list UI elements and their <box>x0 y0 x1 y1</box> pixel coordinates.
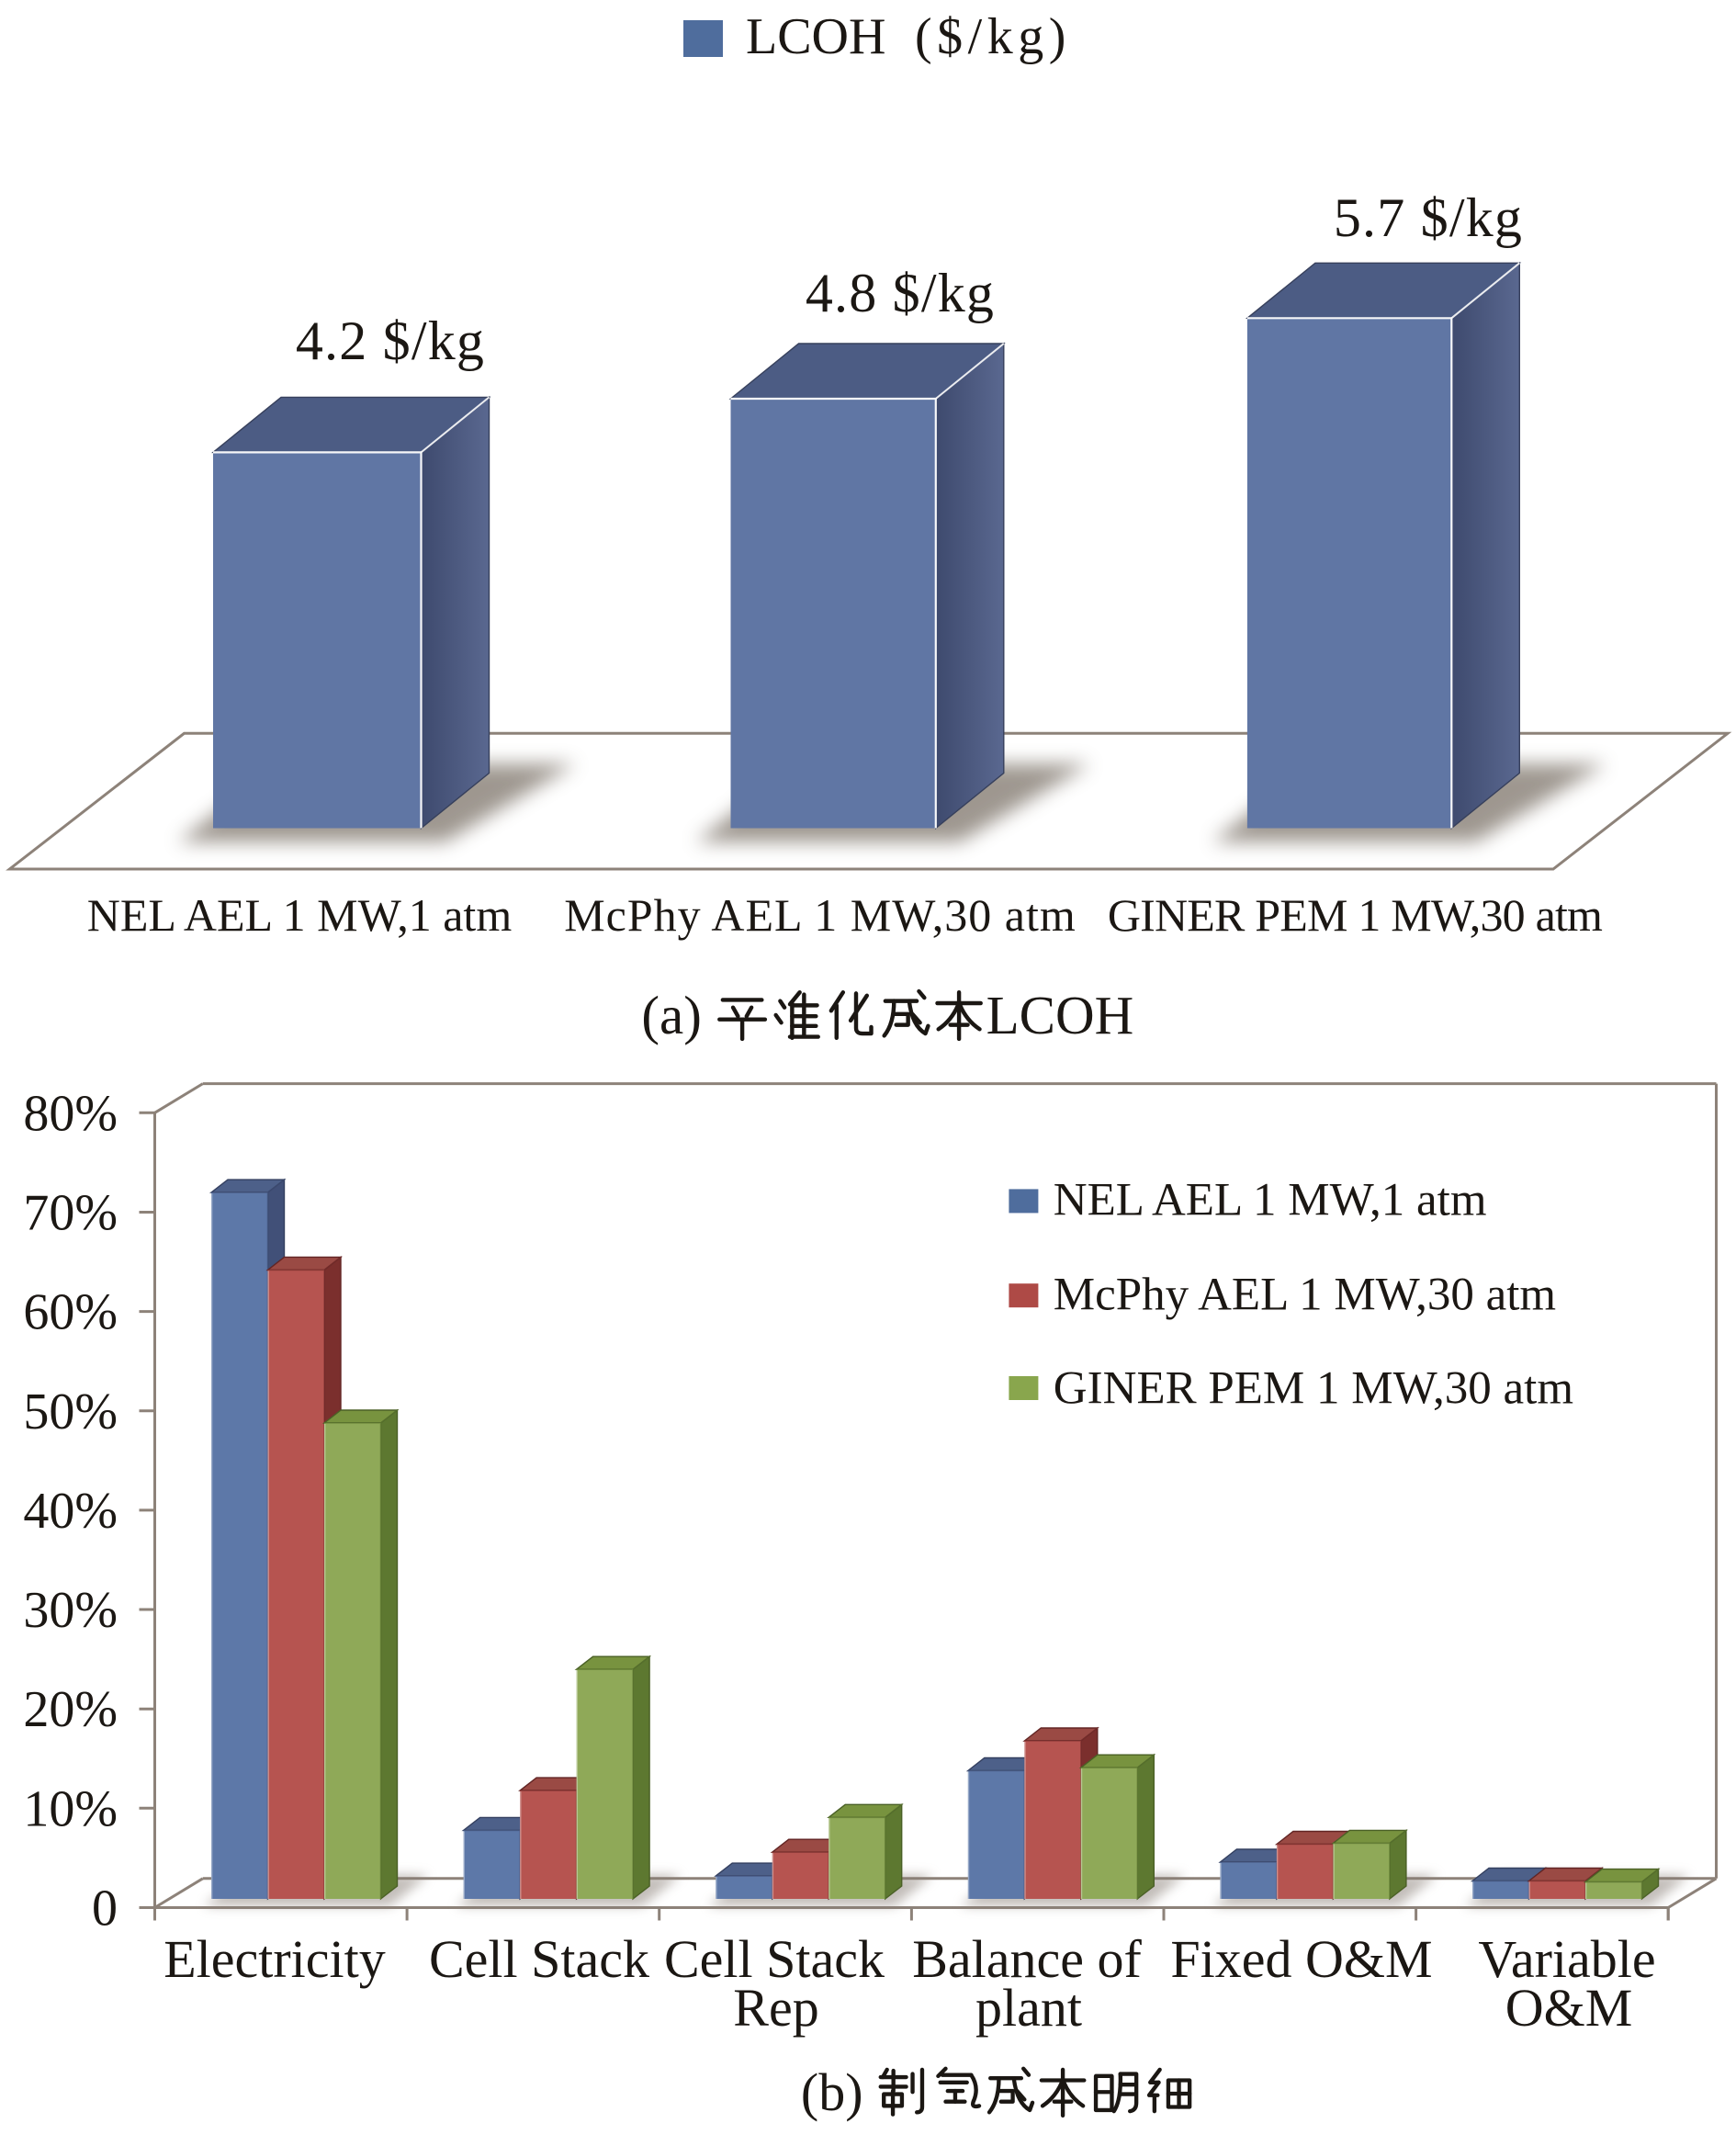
svg-text:0: 0 <box>92 1881 118 1937</box>
svg-text:(a): (a) <box>641 985 701 1045</box>
svg-text:LCOH: LCOH <box>746 8 885 65</box>
svg-text:Cell Stack: Cell Stack <box>664 1929 885 1989</box>
svg-text:Cell Stack: Cell Stack <box>429 1929 649 1989</box>
svg-text:Rep: Rep <box>733 1978 818 2038</box>
svg-text:Electricity: Electricity <box>163 1929 386 1989</box>
svg-text:30%: 30% <box>23 1582 118 1639</box>
svg-text:Balance of: Balance of <box>912 1929 1142 1989</box>
svg-text:NEL AEL 1 MW,1 atm: NEL AEL 1 MW,1 atm <box>1054 1175 1487 1226</box>
svg-text:50%: 50% <box>23 1384 118 1440</box>
svg-text:NEL AEL 1 MW,1 atm: NEL AEL 1 MW,1 atm <box>87 889 513 941</box>
svg-text:4.2 $/kg: 4.2 $/kg <box>296 311 485 371</box>
svg-text:($/kg): ($/kg) <box>915 8 1071 65</box>
svg-text:Variable: Variable <box>1478 1929 1655 1989</box>
svg-text:60%: 60% <box>23 1284 118 1341</box>
svg-text:4.8 $/kg: 4.8 $/kg <box>806 263 995 323</box>
svg-text:Fixed O&M: Fixed O&M <box>1170 1929 1432 1989</box>
svg-text:70%: 70% <box>23 1185 118 1242</box>
svg-text:McPhy AEL 1 MW,30 atm: McPhy AEL 1 MW,30 atm <box>1054 1269 1556 1320</box>
svg-text:plant: plant <box>975 1978 1082 2038</box>
svg-text:GINER PEM 1 MW,30 atm: GINER PEM 1 MW,30 atm <box>1108 889 1603 941</box>
svg-text:LCOH: LCOH <box>986 985 1134 1045</box>
svg-text:20%: 20% <box>23 1681 118 1738</box>
svg-text:GINER PEM 1 MW,30 atm: GINER PEM 1 MW,30 atm <box>1054 1363 1573 1415</box>
svg-text:40%: 40% <box>23 1483 118 1540</box>
svg-text:80%: 80% <box>23 1085 118 1142</box>
svg-text:10%: 10% <box>23 1780 118 1837</box>
svg-text:(b): (b) <box>801 2062 863 2122</box>
svg-text:5.7 $/kg: 5.7 $/kg <box>1334 187 1523 248</box>
svg-text:O&M: O&M <box>1505 1978 1633 2038</box>
svg-text:McPhy AEL 1 MW,30 atm: McPhy AEL 1 MW,30 atm <box>564 889 1077 941</box>
